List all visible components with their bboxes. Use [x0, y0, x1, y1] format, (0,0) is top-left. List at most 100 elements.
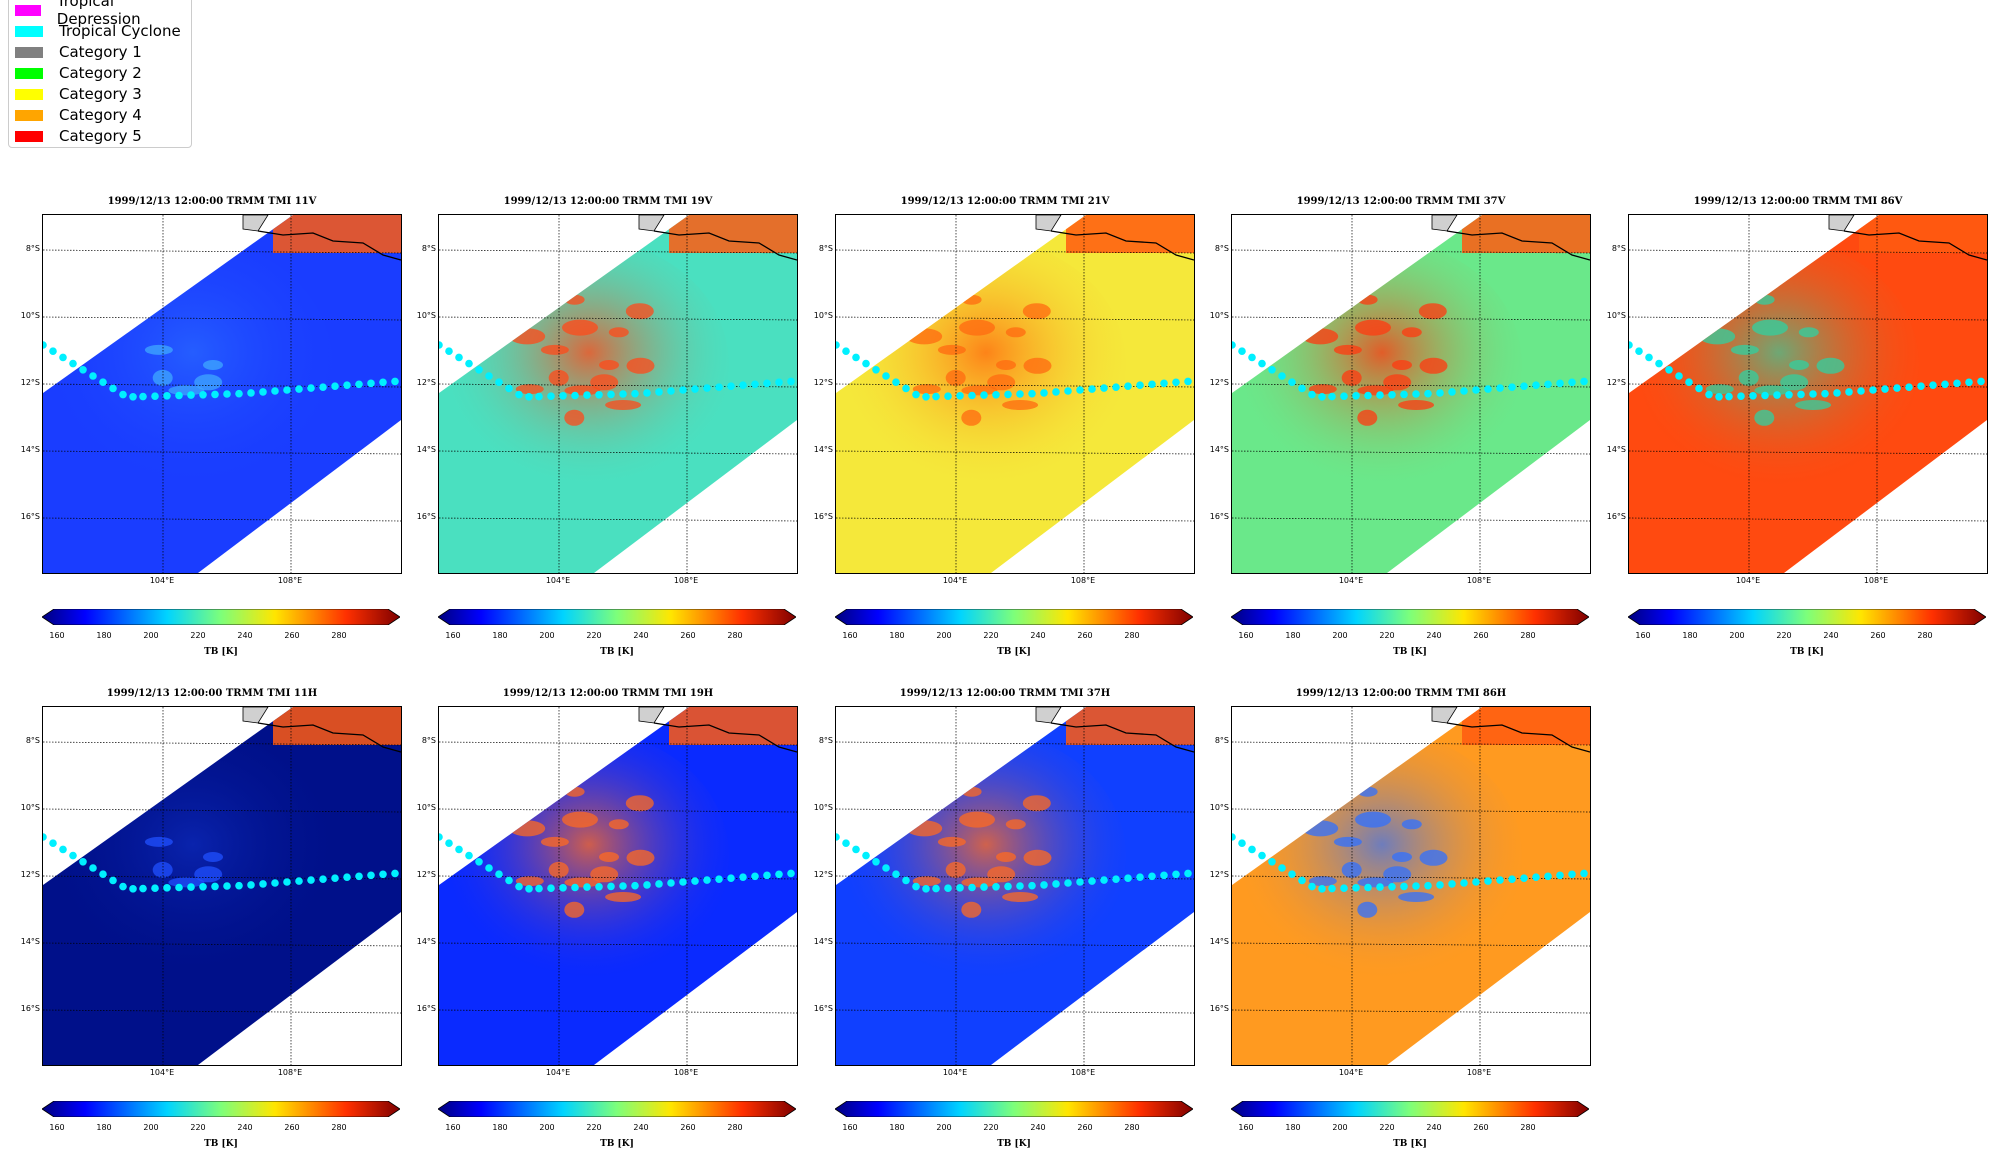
- latitude-label: 14°S: [813, 937, 833, 946]
- colorbar-tick-label: 180: [1285, 631, 1301, 640]
- colorbar-tick-label: 280: [1917, 631, 1933, 640]
- colorbar-tick-label: 160: [1238, 631, 1254, 640]
- latitude-label: 12°S: [813, 870, 833, 879]
- colorbar: [834, 1100, 1194, 1118]
- panel-title: 1999/12/13 12:00:00 TRMM TMI 86H: [1295, 688, 1507, 699]
- colorbar-tick-label: 200: [1332, 1123, 1348, 1132]
- latitude-label: 10°S: [20, 803, 40, 812]
- colorbar-tick-label: 260: [284, 631, 300, 640]
- latitude-label: 12°S: [1209, 378, 1229, 387]
- panel-title: 1999/12/13 12:00:00 TRMM TMI 21V: [900, 196, 1110, 207]
- latitude-label: 12°S: [813, 378, 833, 387]
- latitude-label: 10°S: [416, 803, 436, 812]
- longitude-label: 108°E: [673, 1068, 699, 1077]
- colorbar-tick-label: 160: [1635, 631, 1651, 640]
- satellite-swath-map: [42, 706, 402, 1066]
- legend-swatch: [15, 109, 43, 121]
- colorbar-tick-label: 200: [936, 631, 952, 640]
- legend-item-category-1: Category 1: [15, 42, 142, 62]
- colorbar-tick-label: 240: [237, 631, 253, 640]
- satellite-swath-map: [835, 706, 1195, 1066]
- colorbar: [1230, 1100, 1590, 1118]
- colorbar-tick-label: 220: [983, 631, 999, 640]
- colorbar: [41, 608, 401, 626]
- colorbar-tick-label: 200: [936, 1123, 952, 1132]
- latitude-label: 14°S: [1209, 937, 1229, 946]
- legend-label: Tropical Cyclone: [59, 22, 181, 40]
- latitude-label: 16°S: [416, 1004, 436, 1013]
- panel-title: 1999/12/13 12:00:00 TRMM TMI 86V: [1693, 196, 1903, 207]
- storm-category-legend: Tropical Depression Tropical Cyclone Cat…: [8, 0, 192, 148]
- panel-title: 1999/12/13 12:00:00 TRMM TMI 37V: [1296, 196, 1506, 207]
- longitude-label: 108°E: [1466, 1068, 1492, 1077]
- colorbar-tick-label: 220: [586, 1123, 602, 1132]
- legend-item-category-4: Category 4: [15, 105, 142, 125]
- colorbar-tick-label: 280: [727, 631, 743, 640]
- panel-title: 1999/12/13 12:00:00 TRMM TMI 19H: [502, 688, 714, 699]
- satellite-swath-map: [438, 214, 798, 574]
- colorbar-tick-label: 240: [633, 1123, 649, 1132]
- colorbar-tick-label: 160: [842, 1123, 858, 1132]
- longitude-label: 108°E: [1466, 576, 1492, 585]
- longitude-label: 104°E: [149, 576, 175, 585]
- colorbar-tick-label: 160: [49, 1123, 65, 1132]
- latitude-label: 14°S: [416, 937, 436, 946]
- colorbar-tick-label: 180: [492, 1123, 508, 1132]
- colorbar-tick-label: 260: [1870, 631, 1886, 640]
- colorbar-tick-label: 260: [680, 631, 696, 640]
- tb-panel: 1999/12/13 12:00:00 TRMM TMI 19H 8°S 10°S…: [417, 688, 798, 1168]
- colorbar-tick-label: 240: [633, 631, 649, 640]
- latitude-label: 12°S: [1606, 378, 1626, 387]
- legend-item-category-3: Category 3: [15, 84, 142, 104]
- latitude-label: 10°S: [1209, 311, 1229, 320]
- colorbar-tick-label: 160: [445, 631, 461, 640]
- colorbar-tick-label: 240: [1426, 1123, 1442, 1132]
- colorbar-tick-label: 240: [1823, 631, 1839, 640]
- tb-panel: 1999/12/13 12:00:00 TRMM TMI 86H 8°S 10°S…: [1210, 688, 1591, 1168]
- colorbar-tick-label: 280: [331, 631, 347, 640]
- legend-swatch: [15, 88, 43, 100]
- longitude-label: 104°E: [1338, 576, 1364, 585]
- satellite-swath-map: [1628, 214, 1988, 574]
- latitude-label: 14°S: [813, 445, 833, 454]
- latitude-label: 14°S: [1209, 445, 1229, 454]
- colorbar-tick-label: 180: [889, 631, 905, 640]
- colorbar-tick-label: 220: [586, 631, 602, 640]
- latitude-label: 8°S: [421, 736, 436, 745]
- tb-panel: 1999/12/13 12:00:00 TRMM TMI 11V 8°S 10°S…: [21, 196, 402, 676]
- colorbar-tick-label: 260: [1473, 1123, 1489, 1132]
- longitude-label: 104°E: [1735, 576, 1761, 585]
- latitude-label: 8°S: [421, 244, 436, 253]
- legend-swatch: [15, 67, 43, 79]
- colorbar-tick-label: 260: [1077, 631, 1093, 640]
- colorbar-tick-label: 260: [1077, 1123, 1093, 1132]
- tb-panel: 1999/12/13 12:00:00 TRMM TMI 37V 8°S 10°S…: [1210, 196, 1591, 676]
- tb-panel: 1999/12/13 12:00:00 TRMM TMI 11H 8°S 10°S…: [21, 688, 402, 1168]
- latitude-label: 8°S: [818, 244, 833, 253]
- colorbar-tick-label: 180: [889, 1123, 905, 1132]
- latitude-label: 16°S: [1606, 512, 1626, 521]
- latitude-label: 16°S: [1209, 512, 1229, 521]
- latitude-label: 10°S: [20, 311, 40, 320]
- legend-item-tropical-depression: Tropical Depression: [15, 0, 191, 28]
- longitude-label: 104°E: [942, 576, 968, 585]
- latitude-label: 14°S: [20, 937, 40, 946]
- swath-image: [439, 707, 797, 1065]
- swath-image: [43, 215, 401, 573]
- colorbar-tick-label: 240: [1426, 631, 1442, 640]
- latitude-label: 16°S: [813, 512, 833, 521]
- latitude-label: 10°S: [813, 311, 833, 320]
- latitude-label: 14°S: [1606, 445, 1626, 454]
- legend-swatch: [15, 46, 43, 58]
- satellite-swath-map: [1231, 214, 1591, 574]
- colorbar-tick-label: 220: [1379, 1123, 1395, 1132]
- colorbar-tick-label: 280: [331, 1123, 347, 1132]
- latitude-label: 8°S: [25, 736, 40, 745]
- colorbar-tick-label: 180: [96, 1123, 112, 1132]
- latitude-label: 16°S: [416, 512, 436, 521]
- colorbar: [437, 1100, 797, 1118]
- colorbar-tick-label: 180: [96, 631, 112, 640]
- legend-label: Tropical Depression: [56, 0, 141, 28]
- legend-label: Category 4: [59, 106, 142, 124]
- legend-label: Category 1: [59, 43, 142, 61]
